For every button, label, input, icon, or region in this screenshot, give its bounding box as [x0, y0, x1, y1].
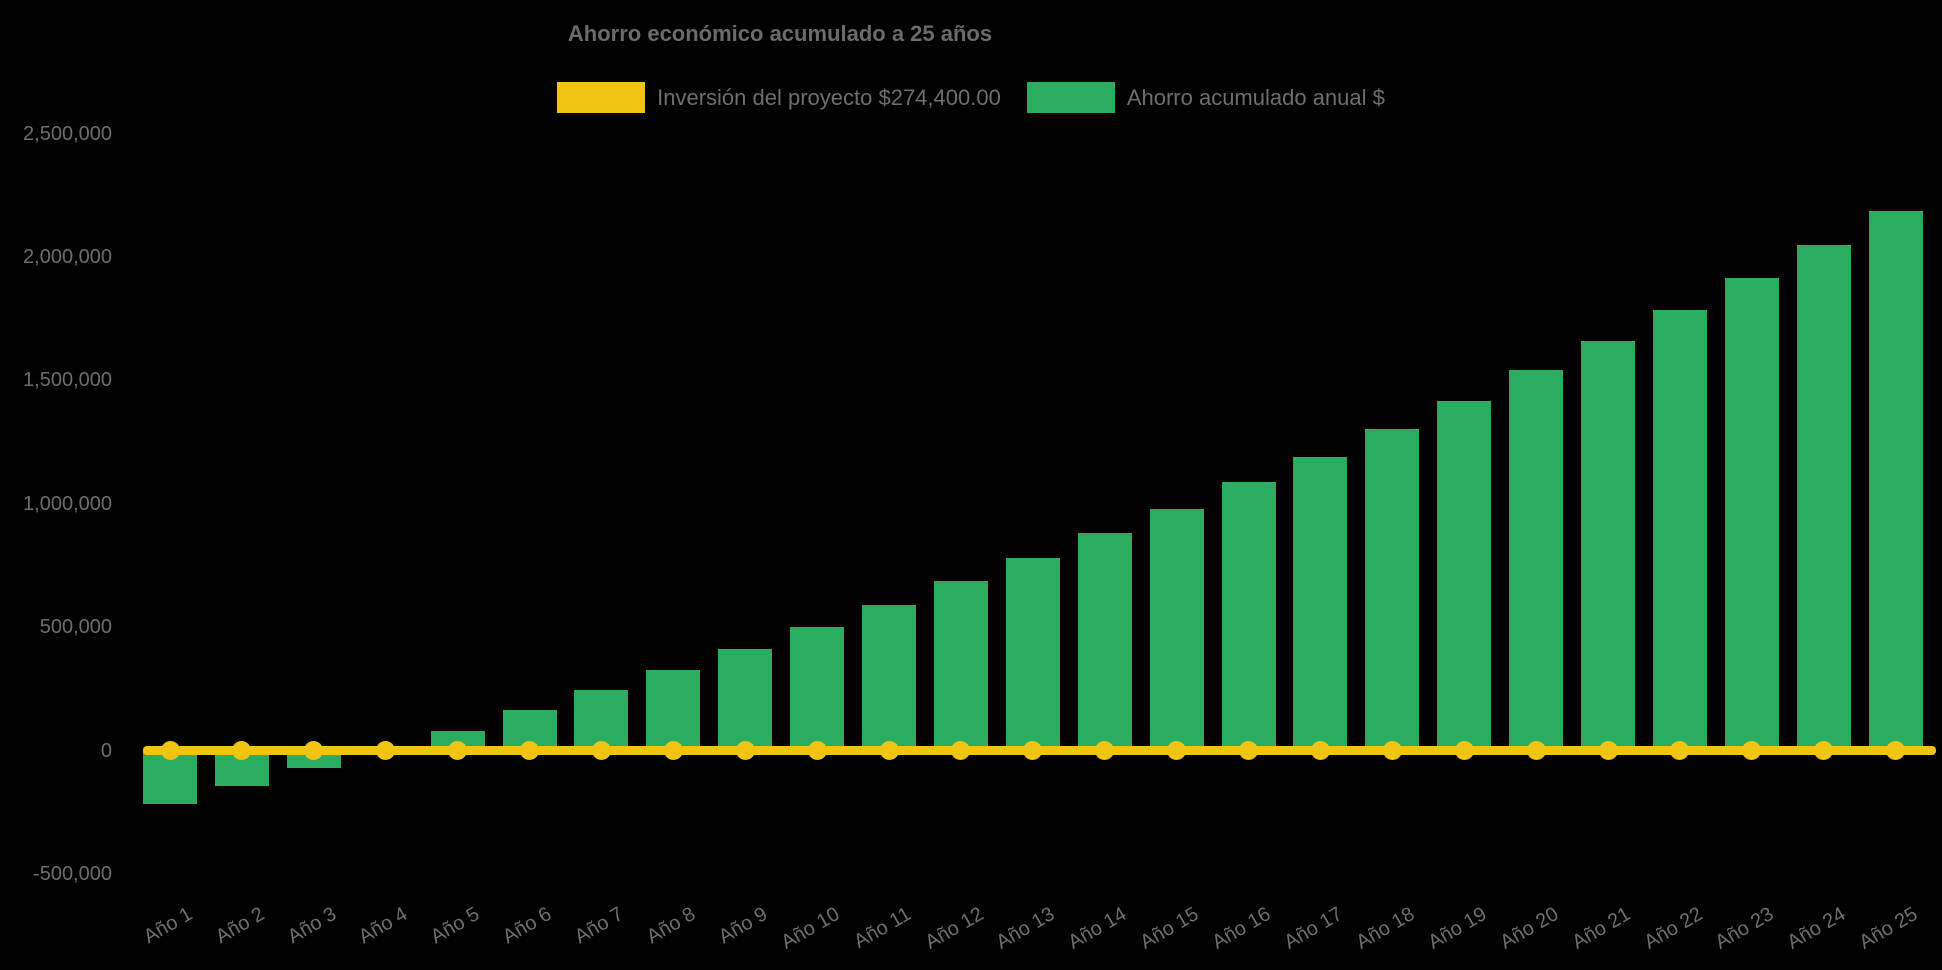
x-tick-label: Año 18: [1352, 903, 1419, 954]
x-tick-label: Año 14: [1064, 903, 1131, 954]
savings-bar: [1724, 277, 1779, 751]
savings-bar: [1437, 401, 1492, 751]
savings-bar: [1868, 211, 1923, 751]
x-tick-label: Año 15: [1136, 903, 1203, 954]
legend-label-investment: Inversión del proyecto $274,400.00: [657, 84, 1001, 110]
investment-line-marker-dot: [160, 741, 180, 760]
investment-line-marker-dot: [735, 741, 755, 760]
savings-bar: [1796, 245, 1851, 751]
investment-line-marker-dot: [1167, 741, 1187, 760]
x-tick-label: Año 19: [1424, 903, 1491, 954]
savings-bar: [1149, 508, 1204, 751]
investment-line-marker-dot: [304, 741, 324, 760]
savings-bar: [646, 669, 701, 751]
investment-line-marker-dot: [1886, 741, 1906, 760]
savings-bar: [933, 581, 988, 751]
y-tick-label: 2,000,000: [23, 245, 112, 268]
y-tick-label: 1,500,000: [23, 369, 112, 392]
legend-item-investment: Inversión del proyecto $274,400.00: [557, 82, 1001, 113]
investment-line-marker-dot: [1023, 741, 1043, 760]
investment-line-marker-dot: [951, 741, 971, 760]
x-tick-label: Año 11: [850, 903, 915, 954]
investment-line-marker-dot: [663, 741, 683, 760]
x-tick-label: Año 21: [1568, 903, 1634, 954]
savings-bar: [718, 649, 773, 751]
x-tick-label: Año 23: [1711, 903, 1778, 954]
x-tick-label: Año 24: [1783, 903, 1850, 954]
investment-line-marker-dot: [1526, 741, 1546, 760]
x-tick-label: Año 13: [992, 903, 1059, 954]
investment-line-marker-dot: [448, 741, 468, 760]
x-tick-label: Año 2: [211, 903, 268, 949]
investment-line-marker-dot: [232, 741, 252, 760]
investment-line-marker-dot: [1598, 741, 1618, 760]
x-tick-label: Año 9: [714, 903, 772, 949]
investment-line-marker-dot: [1814, 741, 1834, 760]
chart-title: Ahorro económico acumulado a 25 años: [567, 21, 993, 46]
x-tick-label: Año 5: [427, 903, 484, 949]
x-tick-label: Año 7: [571, 903, 628, 949]
investment-line-marker-dot: [1310, 741, 1330, 760]
savings-bar: [1221, 481, 1276, 751]
x-tick-label: Año 25: [1855, 903, 1922, 954]
savings-bar: [1365, 429, 1420, 751]
y-tick-label: 1,000,000: [23, 492, 112, 515]
savings-swatch-icon: [1026, 82, 1115, 113]
investment-line-marker-dot: [520, 741, 539, 760]
savings-bar: [1077, 533, 1132, 751]
y-tick-label: 0: [100, 739, 112, 762]
savings-bar: [1509, 370, 1564, 751]
savings-bar: [790, 627, 845, 751]
savings-bar: [574, 689, 629, 751]
investment-line-marker-dot: [879, 741, 899, 760]
x-tick-label: Año 3: [283, 903, 340, 949]
chart-legend: Inversión del proyecto $274,400.00 Ahorr…: [0, 82, 1942, 113]
investment-line-marker-dot: [1239, 741, 1258, 760]
savings-bar: [1293, 456, 1348, 751]
savings-bar: [862, 604, 916, 751]
y-tick-label: 2,500,000: [23, 122, 112, 145]
x-tick-label: Año 1: [139, 903, 196, 949]
investment-line-marker-dot: [1454, 741, 1474, 760]
x-tick-label: Año 20: [1496, 903, 1563, 954]
investment-line-marker-dot: [1742, 741, 1762, 760]
investment-line-marker-dot: [1382, 741, 1402, 760]
x-tick-label: Año 17: [1280, 903, 1347, 954]
investment-line-marker-dot: [807, 741, 827, 760]
legend-label-savings: Ahorro acumulado anual $: [1126, 84, 1385, 110]
x-tick-label: Año 6: [499, 903, 556, 949]
investment-line-marker-dot: [1095, 741, 1115, 760]
savings-bar: [1581, 340, 1635, 751]
x-tick-label: Año 10: [777, 903, 844, 954]
savings-bar: [1652, 309, 1707, 751]
legend-item-savings: Ahorro acumulado anual $: [1026, 82, 1385, 113]
investment-line-marker-dot: [591, 741, 611, 760]
investment-line-marker-dot: [1670, 741, 1690, 760]
x-tick-label: Año 4: [355, 903, 412, 949]
investment-swatch-icon: [557, 82, 646, 113]
savings-bar: [430, 730, 485, 751]
y-tick-label: 500,000: [39, 616, 112, 639]
x-tick-label: Año 16: [1208, 903, 1275, 954]
x-tick-label: Año 22: [1640, 903, 1706, 954]
x-tick-label: Año 8: [643, 903, 700, 949]
x-tick-label: Año 12: [921, 903, 987, 954]
savings-bar: [1005, 558, 1060, 751]
investment-line-marker-dot: [376, 741, 396, 760]
y-tick-label: -500,000: [33, 862, 112, 885]
